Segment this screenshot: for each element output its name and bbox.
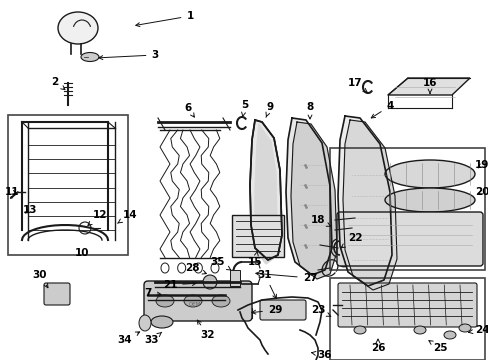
Bar xyxy=(329,278,484,360)
Text: 7: 7 xyxy=(144,288,161,298)
Text: 13: 13 xyxy=(23,205,37,215)
Text: 8: 8 xyxy=(306,102,313,119)
Text: 31: 31 xyxy=(257,270,276,298)
Polygon shape xyxy=(249,120,282,260)
FancyArrow shape xyxy=(10,192,18,198)
Text: 26: 26 xyxy=(370,339,385,353)
Bar xyxy=(329,148,484,270)
Polygon shape xyxy=(254,124,276,264)
Bar xyxy=(229,270,240,286)
Text: 32: 32 xyxy=(197,320,215,340)
Polygon shape xyxy=(387,78,469,95)
Text: 35: 35 xyxy=(210,257,230,270)
Text: 23: 23 xyxy=(310,305,330,316)
Ellipse shape xyxy=(156,295,174,307)
Ellipse shape xyxy=(58,12,98,44)
Ellipse shape xyxy=(458,324,470,332)
Text: 30: 30 xyxy=(33,270,48,288)
Text: 4: 4 xyxy=(370,101,393,118)
Text: 20: 20 xyxy=(474,187,488,197)
Text: 5: 5 xyxy=(241,100,248,116)
Text: 21: 21 xyxy=(163,280,196,290)
Text: 10: 10 xyxy=(75,248,89,258)
Text: 24: 24 xyxy=(468,325,488,335)
Text: 27: 27 xyxy=(255,272,317,283)
FancyBboxPatch shape xyxy=(337,283,476,327)
Polygon shape xyxy=(290,122,336,279)
Ellipse shape xyxy=(81,53,99,62)
FancyBboxPatch shape xyxy=(336,212,482,266)
Text: 3: 3 xyxy=(99,50,158,60)
FancyBboxPatch shape xyxy=(143,281,251,321)
Polygon shape xyxy=(285,118,331,275)
Ellipse shape xyxy=(413,326,425,334)
Bar xyxy=(231,215,284,257)
Polygon shape xyxy=(342,120,396,290)
Text: 25: 25 xyxy=(428,341,447,353)
Bar xyxy=(8,115,128,255)
Ellipse shape xyxy=(443,331,455,339)
Text: OEM: OEM xyxy=(188,302,201,306)
Text: 19: 19 xyxy=(474,160,488,170)
Ellipse shape xyxy=(384,188,474,212)
Text: 29: 29 xyxy=(251,305,282,315)
Text: 12: 12 xyxy=(88,210,107,225)
Text: 14: 14 xyxy=(117,210,137,223)
Bar xyxy=(238,308,251,318)
Text: 11: 11 xyxy=(5,187,19,197)
Circle shape xyxy=(203,275,217,289)
Text: 28: 28 xyxy=(184,263,206,274)
Text: 33: 33 xyxy=(144,332,162,345)
Text: 17: 17 xyxy=(347,78,366,93)
Text: 36: 36 xyxy=(311,350,331,360)
Ellipse shape xyxy=(139,315,151,331)
Text: 9: 9 xyxy=(265,102,273,117)
FancyBboxPatch shape xyxy=(44,283,70,305)
Ellipse shape xyxy=(353,326,365,334)
Ellipse shape xyxy=(151,316,173,328)
Text: 18: 18 xyxy=(310,215,330,226)
Text: 34: 34 xyxy=(118,332,140,345)
Polygon shape xyxy=(337,116,391,286)
Text: 6: 6 xyxy=(184,103,194,117)
Text: 15: 15 xyxy=(247,251,262,267)
Ellipse shape xyxy=(384,160,474,188)
Text: 22: 22 xyxy=(341,233,362,248)
Text: 1: 1 xyxy=(136,11,193,27)
FancyBboxPatch shape xyxy=(260,300,305,320)
Ellipse shape xyxy=(212,295,229,307)
Text: 16: 16 xyxy=(422,78,436,94)
Ellipse shape xyxy=(183,295,202,307)
Text: 2: 2 xyxy=(51,77,65,90)
